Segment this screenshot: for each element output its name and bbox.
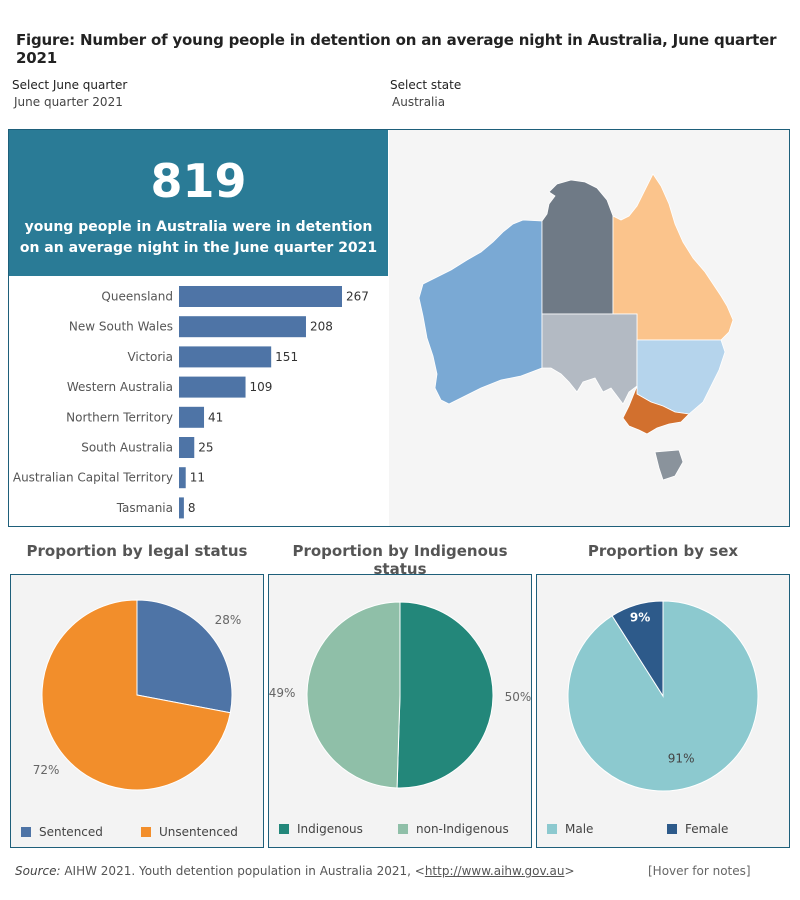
bar-new-south-wales[interactable] [179, 316, 306, 338]
map-region-nt[interactable] [541, 179, 614, 315]
legend-swatch-female [667, 824, 677, 834]
pie-slice-sentenced[interactable] [136, 599, 233, 714]
legend-female[interactable]: Female [667, 822, 728, 836]
bar-category-label: Australian Capital Territory [13, 471, 173, 485]
map-region-vic[interactable] [622, 385, 690, 435]
legend-label-non-indigenous: non-Indigenous [416, 822, 509, 836]
pie-value-label: 28% [215, 613, 242, 627]
legal-status-panel: 28% 72% Sentenced Unsentenced [10, 574, 264, 848]
sex-panel: 91% 9% Male Female [536, 574, 790, 848]
bar-category-label: Queensland [101, 290, 173, 304]
bar-australian-capital-territory[interactable] [179, 467, 186, 489]
source-text: AIHW 2021. Youth detention population in… [60, 864, 425, 878]
legend-unsentenced[interactable]: Unsentenced [141, 825, 238, 839]
legend-swatch-non-indigenous [398, 824, 408, 834]
pie-slice-non-indigenous[interactable] [306, 601, 401, 789]
legend-male[interactable]: Male [547, 822, 593, 836]
indigenous-status-panel: 50% 49% Indigenous non-Indigenous [268, 574, 532, 848]
australia-map[interactable] [389, 130, 789, 526]
legend-label-male: Male [565, 822, 594, 836]
bar-category-label: New South Wales [69, 320, 173, 334]
quarter-filter-label: Select June quarter [12, 78, 128, 92]
bar-tasmania[interactable] [179, 497, 184, 519]
map-region-wa[interactable] [418, 219, 543, 405]
map-region-tas[interactable] [654, 449, 684, 481]
pie-slice-unsentenced[interactable] [41, 599, 231, 791]
legend-indigenous[interactable]: Indigenous [279, 822, 363, 836]
bar-value-label: 208 [310, 320, 333, 334]
pie-value-label: 72% [33, 763, 60, 777]
pie-slice-indigenous[interactable] [396, 601, 494, 789]
bar-value-label: 11 [190, 471, 205, 485]
kpi-box: 819 young people in Australia were in de… [9, 130, 388, 276]
legend-swatch-indigenous [279, 824, 289, 834]
legend-sentenced[interactable]: Sentenced [21, 825, 103, 839]
quarter-filter-select[interactable]: June quarter 2021 [14, 95, 123, 109]
state-filter-label: Select state [390, 78, 462, 92]
legend-swatch-sentenced [21, 827, 31, 837]
bar-category-label: Western Australia [67, 380, 173, 394]
bar-western-australia[interactable] [179, 376, 246, 398]
bar-northern-territory[interactable] [179, 406, 205, 428]
source-suffix: > [564, 864, 575, 878]
bar-category-label: Victoria [127, 350, 173, 364]
pie-value-label: 49% [269, 686, 295, 700]
indigenous-status-title: Proportion by Indigenous status [292, 542, 508, 578]
pie-value-label: 9% [630, 610, 650, 624]
main-panel: 819 young people in Australia were in de… [8, 129, 790, 527]
pie-value-label: 50% [505, 690, 531, 704]
bar-value-label: 109 [250, 380, 273, 394]
kpi-text: young people in Australia were in detent… [19, 219, 378, 256]
legend-label-indigenous: Indigenous [297, 822, 363, 836]
bar-category-label: South Australia [81, 441, 173, 455]
bar-category-label: Northern Territory [66, 410, 173, 424]
bar-queensland[interactable] [179, 286, 342, 307]
bar-victoria[interactable] [179, 346, 272, 368]
legend-label-sentenced: Sentenced [39, 825, 103, 839]
bar-value-label: 8 [188, 501, 196, 515]
legend-swatch-unsentenced [141, 827, 151, 837]
legal-status-pie[interactable]: 28% 72% [11, 575, 263, 847]
bar-south-australia[interactable] [179, 437, 195, 458]
legal-status-title: Proportion by legal status [26, 542, 248, 560]
legend-non-indigenous[interactable]: non-Indigenous [398, 822, 509, 836]
bar-value-label: 151 [275, 350, 298, 364]
sex-title: Proportion by sex [587, 542, 739, 560]
bar-value-label: 25 [198, 441, 213, 455]
state-bar-chart[interactable]: Queensland 267 New South Wales 208 Victoria 1… [9, 276, 388, 526]
source-prefix: Source: [15, 864, 61, 878]
legend-swatch-male [547, 824, 557, 834]
map-region-sa[interactable] [541, 313, 638, 405]
legend-label-unsentenced: Unsentenced [159, 825, 238, 839]
bar-value-label: 267 [346, 290, 369, 304]
sex-pie[interactable]: 91% 9% [537, 575, 789, 847]
state-filter-select[interactable]: Australia [392, 95, 446, 109]
legend-label-female: Female [685, 822, 729, 836]
bar-category-label: Tasmania [116, 501, 173, 515]
source-link[interactable]: http://www.aihw.gov.au [424, 864, 565, 878]
indigenous-status-pie[interactable]: 50% 49% [269, 575, 531, 847]
bar-value-label: 41 [208, 410, 223, 424]
source-note: Source: AIHW 2021. Youth detention popul… [15, 864, 575, 878]
pie-value-label: 91% [668, 751, 695, 765]
hover-notes-link[interactable]: [Hover for notes] [648, 864, 751, 878]
page-title: Figure: Number of young people in detent… [16, 31, 777, 67]
pie-slice-female[interactable] [611, 600, 664, 698]
kpi-number: 819 [150, 154, 247, 208]
